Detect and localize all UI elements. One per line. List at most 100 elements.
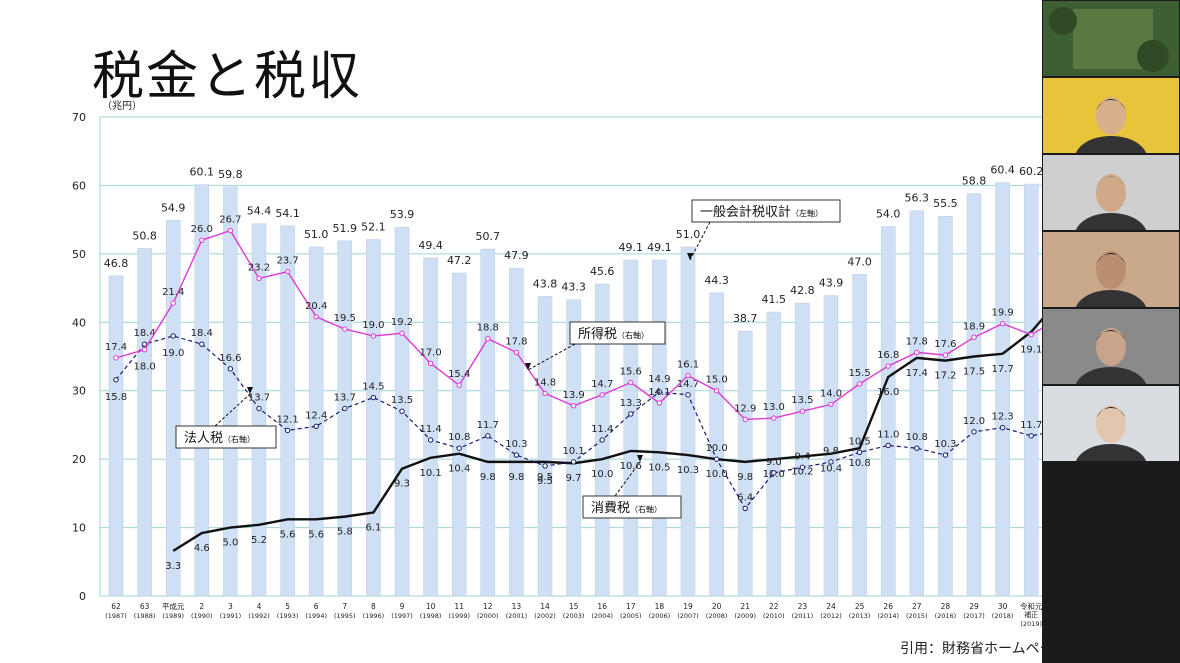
value-label-income-tax: 21.4 [162, 287, 184, 298]
value-label-corporate-tax: 10.3 [505, 439, 527, 450]
point-corporate-tax [256, 405, 262, 412]
point-income-tax [856, 381, 863, 387]
bar-total-tax [537, 296, 553, 597]
point-corporate-tax [313, 423, 319, 429]
point-income-tax [141, 346, 148, 353]
value-label-consumption-tax: 5.0 [222, 538, 238, 549]
bar-value-label: 49.1 [647, 241, 672, 254]
bar-value-label: 51.0 [304, 228, 329, 241]
value-label-corporate-tax: 19.0 [162, 348, 184, 359]
point-income-tax [513, 349, 520, 356]
point-corporate-tax [656, 389, 663, 395]
slide-title: 税金と税収 [92, 47, 363, 107]
x-tick-year: (2013) [849, 612, 871, 620]
value-label-income-tax: 15.5 [848, 368, 870, 379]
value-label-income-tax: 18.8 [477, 323, 499, 334]
value-label-income-tax: 17.4 [105, 342, 127, 353]
value-label-income-tax: 19.5 [334, 313, 356, 324]
bar-total-tax [852, 274, 867, 597]
x-tick-label: 2 [199, 602, 204, 611]
value-label-corporate-tax: 13.7 [334, 393, 356, 404]
value-label-income-tax: 15.4 [448, 369, 470, 380]
bar-value-label: 49.1 [619, 241, 644, 254]
value-label-corporate-tax: 13.5 [391, 395, 413, 406]
bar-total-tax [795, 302, 810, 597]
x-tick-year: (2007) [677, 612, 699, 620]
value-label-income-tax: 18.9 [963, 321, 985, 332]
point-income-tax [485, 336, 491, 342]
x-tick-year: (1988) [134, 612, 156, 620]
point-income-tax [370, 333, 377, 339]
value-label-corporate-tax: 11.4 [591, 424, 613, 435]
bar-value-label: 51.0 [676, 228, 701, 241]
value-label-corporate-tax: 18.4 [133, 328, 155, 339]
tile-4-participant[interactable] [1043, 232, 1179, 307]
tile-3-participant[interactable] [1043, 155, 1179, 230]
point-income-tax [427, 360, 434, 367]
point-income-tax [628, 379, 634, 386]
value-label-corporate-tax: 10.5 [848, 436, 870, 447]
point-income-tax [199, 237, 205, 243]
bar-value-label: 47.9 [504, 249, 529, 262]
x-tick-label: 63 [140, 602, 150, 611]
x-tick-year: (2014) [877, 612, 899, 620]
value-label-corporate-tax: 9.5 [537, 476, 553, 487]
x-tick-label: 26 [883, 602, 893, 611]
value-label-consumption-tax: 5.8 [337, 527, 353, 538]
bar-total-tax [308, 246, 324, 597]
participant-video-image [1043, 155, 1179, 230]
value-label-corporate-tax: 12.3 [991, 412, 1013, 423]
x-tick-label: 23 [798, 602, 808, 611]
value-label-corporate-tax: 10.1 [562, 446, 584, 457]
value-label-consumption-tax: 10.8 [848, 458, 870, 469]
value-label-consumption-tax: 17.2 [934, 371, 956, 382]
x-tick-label: 20 [712, 602, 722, 611]
line-consumption-tax [172, 298, 1061, 552]
bar-value-label: 54.0 [876, 207, 901, 220]
bar-total-tax [194, 184, 210, 597]
value-label-income-tax: 13.0 [763, 402, 785, 413]
value-label-consumption-tax: 16.0 [877, 387, 899, 398]
x-tick-year: (2005) [620, 612, 642, 620]
value-label-consumption-tax: 10.3 [677, 465, 699, 476]
tile-6-participant[interactable] [1043, 386, 1179, 461]
point-corporate-tax [885, 442, 891, 449]
value-label-consumption-tax: 10.4 [820, 464, 842, 475]
x-tick-year: (1992) [248, 612, 270, 620]
bar-value-label: 56.3 [905, 192, 930, 205]
x-tick-year: (2006) [649, 612, 671, 620]
value-label-corporate-tax: 15.8 [105, 392, 127, 403]
tile-1-presentation-thumbnail[interactable] [1043, 1, 1179, 76]
bar-total-tax [938, 215, 953, 597]
bar-value-label: 52.1 [361, 220, 386, 233]
x-tick-label: 25 [855, 602, 865, 611]
y-left-tick-label: 30 [72, 385, 86, 398]
point-corporate-tax [742, 505, 748, 512]
value-label-corporate-tax: 6.4 [737, 492, 753, 503]
point-income-tax [885, 363, 891, 369]
x-tick-year: (2019) [1020, 620, 1042, 628]
x-tick-label: 平成元 [162, 601, 185, 611]
point-corporate-tax [771, 470, 777, 476]
point-corporate-tax [971, 429, 977, 435]
point-corporate-tax [599, 437, 605, 443]
point-corporate-tax [628, 411, 634, 417]
value-label-consumption-tax: 10.0 [705, 469, 727, 480]
participant-video-image [1043, 78, 1179, 153]
value-label-consumption-tax: 5.6 [280, 529, 296, 540]
tile-2-participant[interactable] [1043, 78, 1179, 153]
point-income-tax [599, 392, 605, 398]
bar-total-tax [280, 225, 295, 597]
x-tick-year: (1993) [277, 612, 299, 620]
tile-5-participant[interactable] [1043, 309, 1179, 384]
bar-value-label: 41.5 [762, 293, 787, 306]
value-label-consumption-tax: 6.1 [365, 523, 381, 534]
point-income-tax [542, 390, 548, 397]
bar-total-tax [909, 210, 925, 597]
bar-value-label: 45.6 [590, 265, 615, 278]
value-label-income-tax: 26.7 [219, 215, 241, 226]
bar-value-label: 55.5 [933, 197, 958, 210]
x-tick-label: 4 [257, 602, 262, 611]
